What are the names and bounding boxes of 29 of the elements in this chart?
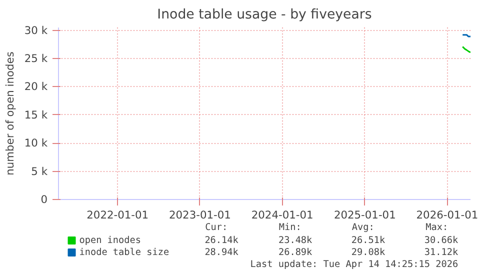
text: 28.94k <box>204 247 239 258</box>
y-tick-label: 15 k <box>24 108 48 122</box>
text: Last update: Tue Apr 14 14:25:15 2026 <box>250 259 458 270</box>
text: Min: <box>278 222 302 233</box>
text: 26.51k <box>351 235 386 246</box>
x-tick-label: 2026-01-01 <box>416 208 478 222</box>
y-tick-label: 30 k <box>24 24 48 37</box>
text: 31.12k <box>424 247 458 258</box>
x-tick-label: 2025-01-01 <box>334 208 396 222</box>
x-tick-label: 2023-01-01 <box>169 208 231 222</box>
y-tick-label: 5 k <box>31 164 48 178</box>
chart-title: Inode table usage - by fiveyears <box>157 8 372 22</box>
legend-label: inode table size <box>79 247 170 258</box>
text: 30.66k <box>424 235 458 246</box>
x-tick-label: 2024-01-01 <box>251 208 314 222</box>
legend-label: open inodes <box>79 235 142 246</box>
y-tick-label: 20 k <box>24 80 48 94</box>
y-tick-label: 25 k <box>24 52 48 66</box>
text: 26.14k <box>204 235 239 246</box>
text: Cur: <box>205 222 228 233</box>
y-axis-title: number of open inodes <box>3 51 16 176</box>
y-tick-label: 0 <box>40 193 48 206</box>
text: 26.89k <box>278 247 313 258</box>
text: 23.48k <box>278 235 313 246</box>
text: 29.08k <box>351 247 386 258</box>
text: Avg: <box>352 222 374 233</box>
y-tick-label: 10 k <box>24 136 48 150</box>
text: Max: <box>426 222 448 233</box>
x-tick-label: 2022-01-01 <box>86 208 149 222</box>
